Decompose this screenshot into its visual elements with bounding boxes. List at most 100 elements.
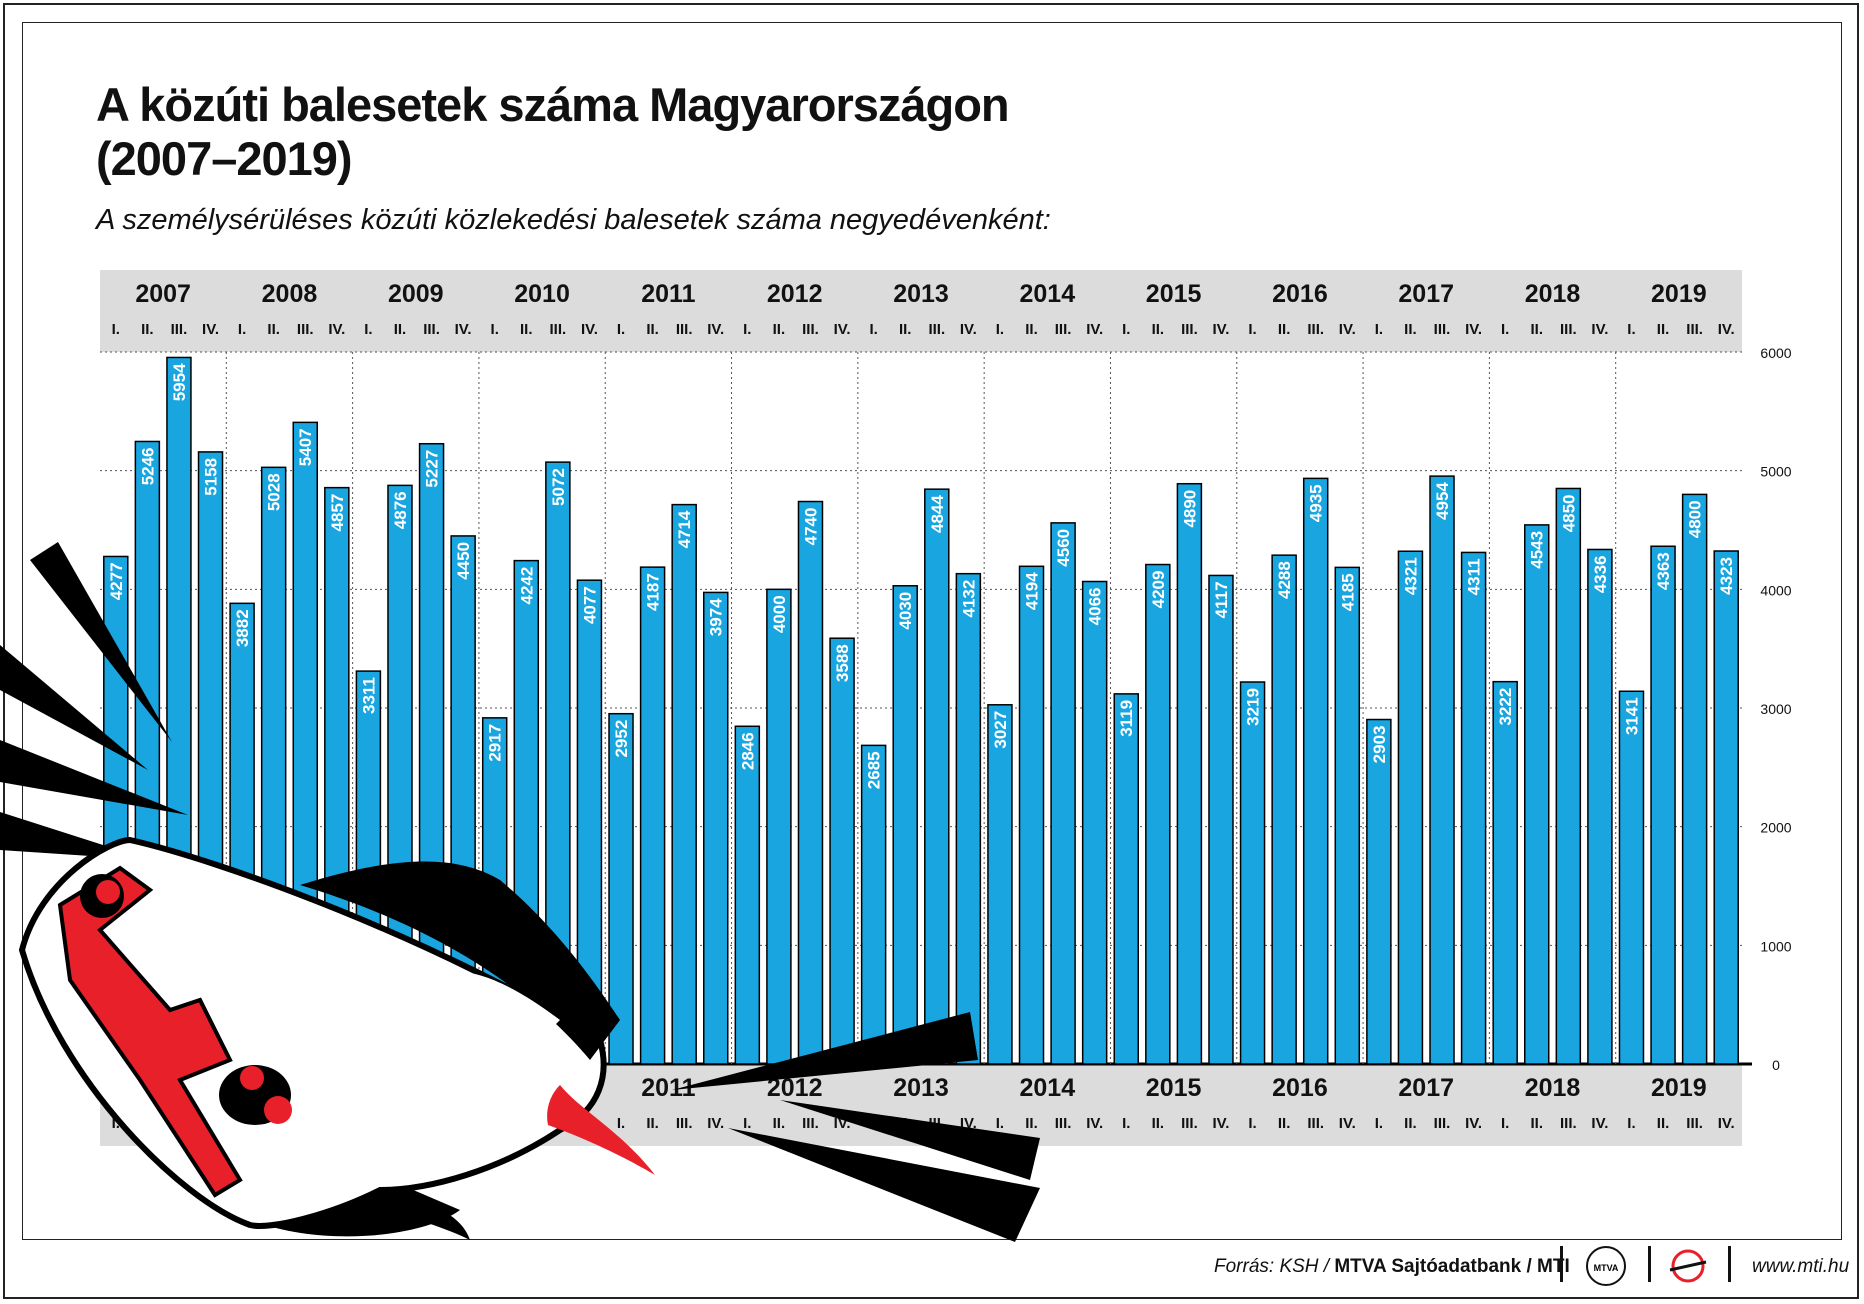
bar-value-label: 4323 <box>1717 557 1736 595</box>
year-label-top: 2007 <box>135 280 191 308</box>
bar-value-label: 3222 <box>1496 688 1515 726</box>
bar <box>860 744 887 1065</box>
bar <box>1145 563 1171 1065</box>
source-prefix: Forrás: KSH / <box>1214 1256 1330 1277</box>
bar <box>1050 522 1076 1065</box>
y-tick-label: 1000 <box>1760 938 1791 954</box>
quarter-label-top: II. <box>394 321 407 338</box>
bar-value-label: 5407 <box>296 428 315 466</box>
speed-ray <box>672 1012 978 1090</box>
bar-value-label: 3119 <box>1117 700 1136 737</box>
bar-value-label: 3219 <box>1244 688 1263 726</box>
speed-ray <box>0 645 148 770</box>
bar-value-label: 2952 <box>612 720 631 758</box>
bar-value-label: 2846 <box>738 732 757 770</box>
website-link[interactable]: www.mti.hu <box>1752 1256 1850 1277</box>
quarter-label-bottom: I. <box>617 1115 625 1132</box>
speed-ray <box>780 1100 1040 1180</box>
blood-splash-icon <box>547 1085 655 1175</box>
bar <box>1681 493 1708 1065</box>
quarter-label-bottom: IV. <box>1591 1115 1608 1132</box>
quarter-label-top: II. <box>1404 321 1417 338</box>
bar-value-label: 4543 <box>1528 531 1547 569</box>
year-label-top: 2012 <box>767 280 823 308</box>
bar-value-label: 4850 <box>1559 494 1578 532</box>
footer-separator <box>1728 1246 1731 1282</box>
bar-value-label: 3588 <box>833 644 852 682</box>
quarter-label-top: IV. <box>1086 321 1103 338</box>
bar <box>1113 693 1139 1065</box>
headlight-icon <box>264 1096 292 1124</box>
car-window-icon <box>430 971 560 1040</box>
bar <box>1239 681 1266 1065</box>
car-body-icon <box>18 836 607 1229</box>
quarter-label-top: I. <box>1375 321 1383 338</box>
quarter-label-top: I. <box>112 321 120 338</box>
bar-value-label: 2917 <box>486 724 505 762</box>
year-label-bottom: 2014 <box>1019 1074 1075 1102</box>
quarter-label-bottom: II. <box>1404 1115 1417 1132</box>
footer-separator <box>1648 1246 1651 1282</box>
speed-ray <box>30 542 172 742</box>
quarter-label-bottom: I. <box>1627 1115 1635 1132</box>
bar-value-label: 4321 <box>1401 557 1420 595</box>
bar <box>703 591 729 1065</box>
bar <box>1334 566 1361 1065</box>
quarter-label-bottom: I. <box>112 1115 120 1132</box>
quarter-label-bottom: IV. <box>707 1115 724 1132</box>
quarter-label-bottom: II. <box>1152 1115 1165 1132</box>
bars <box>103 356 1739 1065</box>
bar-value-label: 2685 <box>865 751 884 789</box>
quarter-label-top: III. <box>1434 321 1451 338</box>
quarter-label-top: IV. <box>834 321 851 338</box>
bar-value-label: 4954 <box>1433 482 1452 520</box>
bar <box>734 725 761 1065</box>
quarter-label-bottom: II. <box>1025 1115 1038 1132</box>
quarter-label-bottom: IV. <box>1339 1115 1356 1132</box>
year-label-top: 2008 <box>262 280 318 308</box>
bar-value-label: 4800 <box>1686 500 1705 538</box>
year-label-bottom: 2016 <box>1272 1074 1328 1102</box>
quarter-label-top: IV. <box>1212 321 1229 338</box>
bar-value-label: 4077 <box>580 586 599 624</box>
title-line-2: (2007–2019) <box>96 132 353 185</box>
y-tick-label: 3000 <box>1760 701 1791 717</box>
bar-value-label: 4030 <box>896 592 915 630</box>
bar-value-label: 4000 <box>770 595 789 633</box>
inner-frame <box>22 22 1842 1240</box>
quarter-label-bottom: I. <box>1248 1115 1256 1132</box>
quarter-label-bottom: I. <box>743 1115 751 1132</box>
bar <box>1460 551 1487 1065</box>
bar <box>1397 550 1424 1065</box>
bar-value-label: 4132 <box>959 580 978 618</box>
bar-value-label: 3974 <box>707 598 726 636</box>
quarter-label-top: IV. <box>581 321 598 338</box>
quarter-label-top: IV. <box>707 321 724 338</box>
bar-value-label: 5246 <box>138 447 157 485</box>
year-label-bottom: 2013 <box>893 1074 949 1102</box>
quarter-label-top: I. <box>996 321 1004 338</box>
source-suffix: / MTI <box>1526 1256 1570 1277</box>
quarter-label-top: II. <box>1278 321 1291 338</box>
quarter-label-top: III. <box>1560 321 1577 338</box>
quarter-label-top: IV. <box>1591 321 1608 338</box>
headlight-icon <box>96 880 120 904</box>
quarter-label-bottom: II. <box>773 1115 786 1132</box>
quarter-label-top: III. <box>676 321 693 338</box>
bar-value-label: 3141 <box>1622 697 1641 735</box>
quarter-label-top: III. <box>550 321 567 338</box>
quarter-label-top: IV. <box>328 321 345 338</box>
quarter-label-top: I. <box>743 321 751 338</box>
quarter-label-bottom: I. <box>1122 1115 1130 1132</box>
year-label-top: 2018 <box>1525 280 1581 308</box>
bar <box>1366 718 1392 1065</box>
y-tick-label: 4000 <box>1760 582 1791 598</box>
year-label-top: 2013 <box>893 280 949 308</box>
quarter-label-top: III. <box>1055 321 1072 338</box>
source-bold: MTVA Sajtóadatbank <box>1334 1256 1522 1277</box>
quarter-label-bottom: II. <box>1278 1115 1291 1132</box>
quarter-label-top: II. <box>1152 321 1165 338</box>
year-label-top: 2015 <box>1146 280 1202 308</box>
bar-value-label: 3311 <box>359 677 378 714</box>
bar <box>1587 548 1613 1065</box>
